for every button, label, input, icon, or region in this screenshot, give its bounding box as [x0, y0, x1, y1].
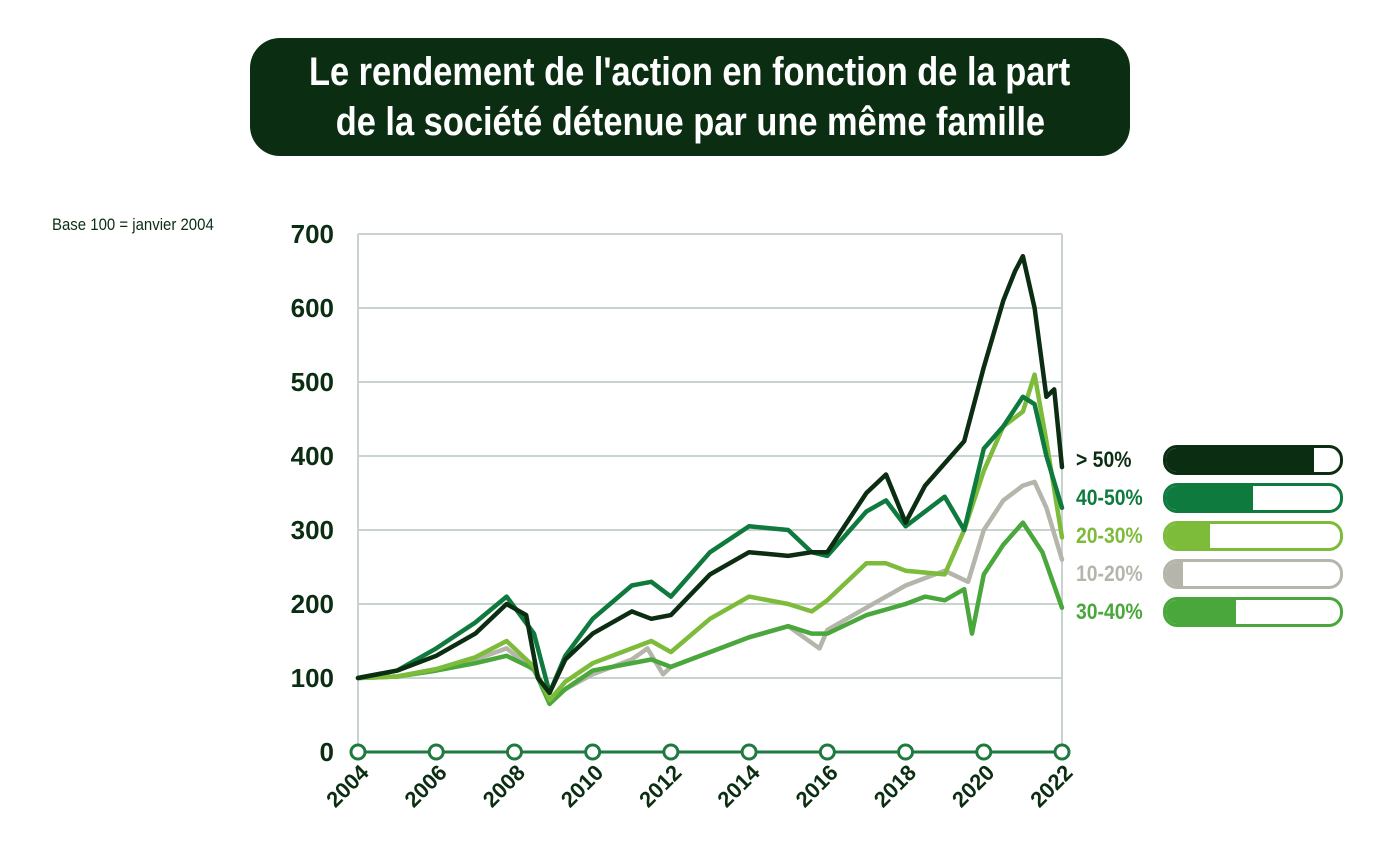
- legend-bar: [1163, 521, 1343, 551]
- series-line: [355, 253, 1065, 696]
- x-axis-marker: [584, 743, 602, 761]
- base-note: Base 100 = janvier 2004: [52, 215, 214, 234]
- x-axis-marker: [349, 743, 367, 761]
- legend-label: 30-40%: [1076, 599, 1143, 624]
- series-line: [355, 372, 1065, 703]
- legend-item-40-50: 40-50%: [1076, 481, 1346, 519]
- legend-label: 40-50%: [1076, 485, 1143, 510]
- legend-fill: [1166, 600, 1236, 624]
- legend-fill: [1166, 524, 1210, 548]
- legend-item-over-50: > 50%: [1076, 443, 1346, 481]
- x-axis-marker: [1053, 743, 1071, 761]
- legend-item-30-40: 30-40%: [1076, 595, 1346, 633]
- x-tick-label: 2020: [947, 760, 999, 812]
- x-tick-label: 2006: [399, 760, 451, 812]
- y-tick-label: 100: [291, 663, 334, 693]
- legend-label: > 50%: [1076, 447, 1132, 472]
- y-tick-label: 0: [320, 737, 334, 767]
- chart-title-banner: Le rendement de l'action en fonction de …: [250, 38, 1130, 156]
- x-tick-label: 2014: [712, 759, 765, 812]
- y-tick-label: 500: [291, 367, 334, 397]
- legend-bar: [1163, 559, 1343, 589]
- chart-title-line-2: de la société détenue par une même famil…: [335, 100, 1045, 144]
- x-tick-label: 2012: [634, 760, 686, 812]
- legend-fill: [1166, 562, 1184, 586]
- legend-label: 20-30%: [1076, 523, 1143, 548]
- legend-fill: [1166, 486, 1253, 510]
- legend-item-10-20: 10-20%: [1076, 557, 1346, 595]
- y-tick-label: 700: [291, 219, 334, 249]
- legend-fill: [1166, 448, 1314, 472]
- legend: > 50% 40-50% 20-30% 10-20% 30-40%: [1076, 443, 1346, 633]
- x-tick-label: 2018: [869, 760, 921, 812]
- legend-bar: [1163, 597, 1343, 627]
- y-tick-label: 600: [291, 293, 334, 323]
- x-axis-marker: [427, 743, 445, 761]
- legend-bar: [1163, 483, 1343, 513]
- y-tick-label: 200: [291, 589, 334, 619]
- chart-title-line-1: Le rendement de l'action en fonction de …: [309, 50, 1071, 94]
- y-tick-label: 400: [291, 441, 334, 471]
- legend-bar: [1163, 445, 1343, 475]
- x-axis-marker: [505, 743, 523, 761]
- x-tick-label: 2008: [478, 760, 530, 812]
- series-line: [355, 520, 1065, 707]
- x-axis-marker: [818, 743, 836, 761]
- x-axis-marker: [897, 743, 915, 761]
- x-tick-label: 2016: [791, 760, 843, 812]
- legend-item-20-30: 20-30%: [1076, 519, 1346, 557]
- y-tick-label: 300: [291, 515, 334, 545]
- series-line: [355, 394, 1065, 696]
- x-tick-label: 2004: [321, 759, 374, 812]
- x-axis-marker: [740, 743, 758, 761]
- x-axis-marker: [662, 743, 680, 761]
- x-tick-label: 2022: [1025, 760, 1077, 812]
- x-tick-label: 2010: [556, 760, 608, 812]
- legend-label: 10-20%: [1076, 561, 1143, 586]
- x-axis-marker: [975, 743, 993, 761]
